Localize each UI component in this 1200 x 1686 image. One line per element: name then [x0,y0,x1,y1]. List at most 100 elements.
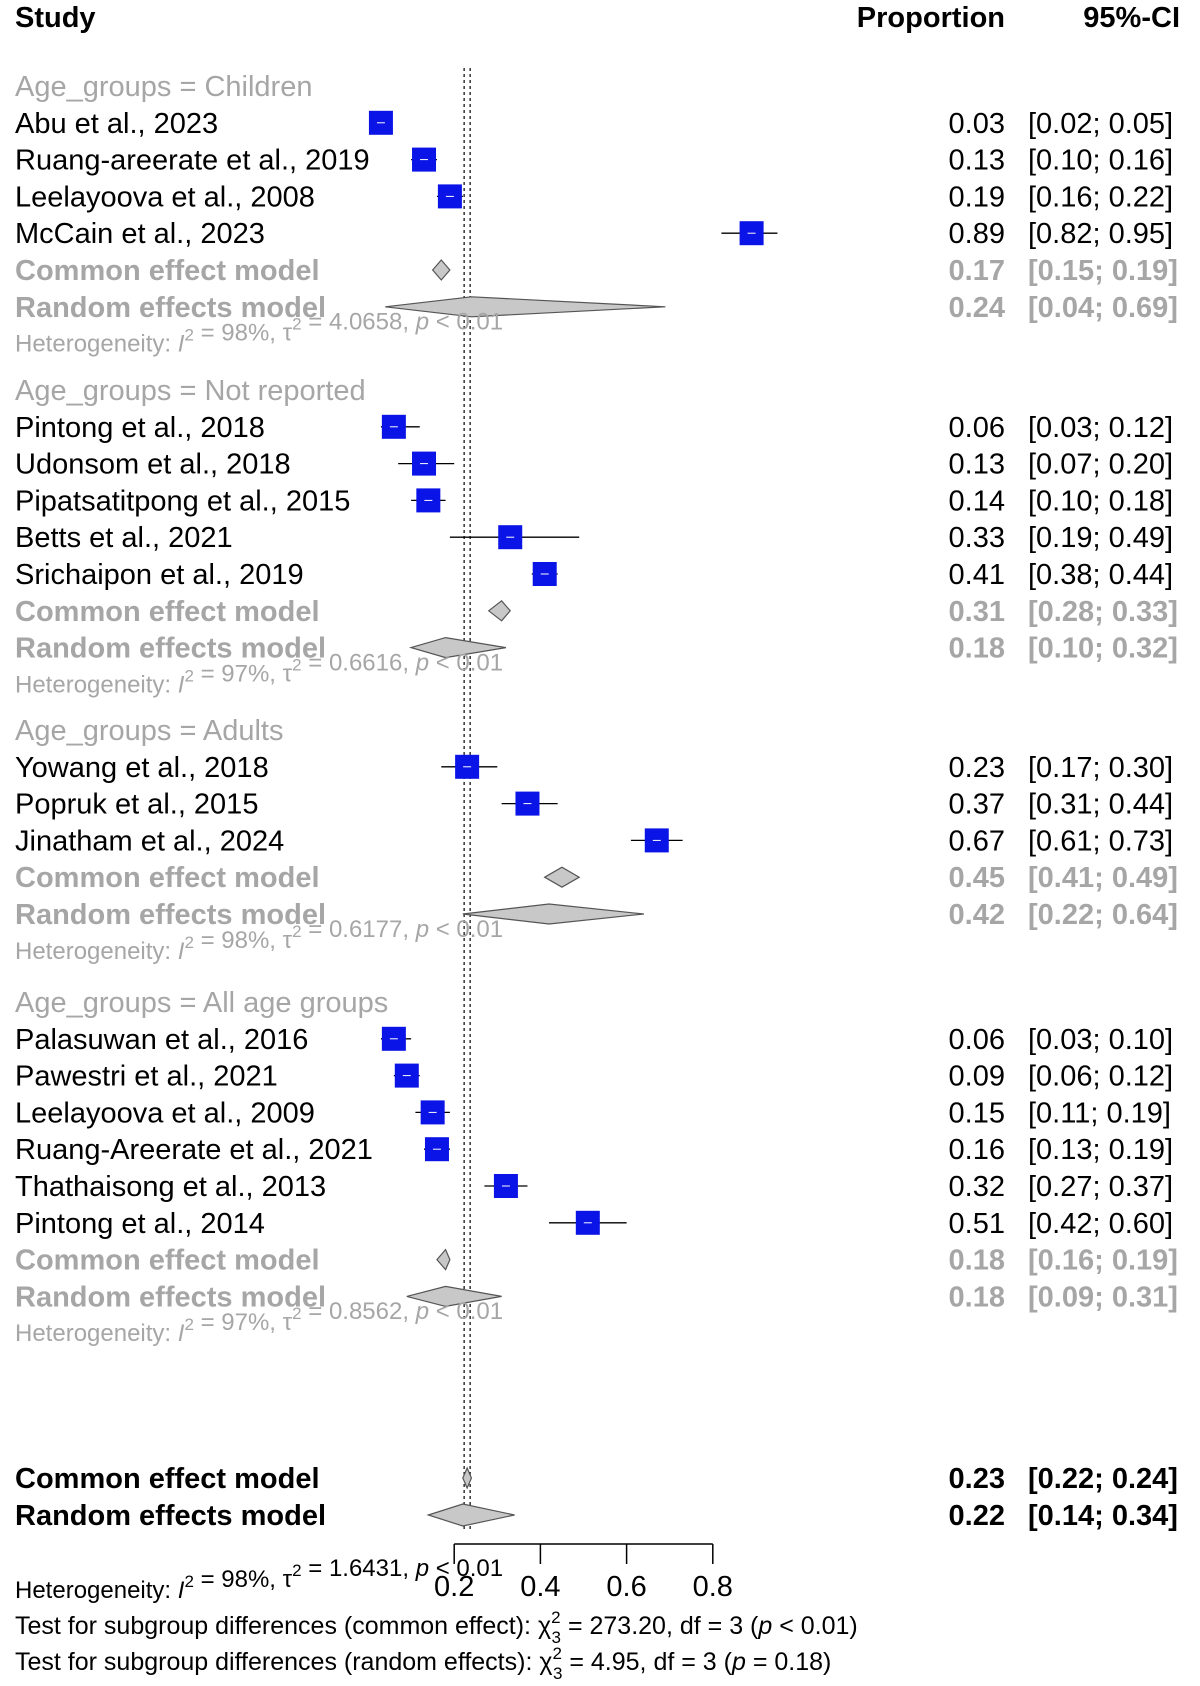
study-row: Srichaipon et al., 2019 0.41 [0.38; 0.44] [15,559,1173,591]
overall-random-diamond [426,1503,515,1527]
study-proportion: 0.37 [949,789,1005,821]
study-row: Ruang-areerate et al., 2019 0.13 [0.10; 0.… [15,145,1173,177]
study-name: Thathaisong et al., 2013 [15,1171,326,1203]
study-name: Abu et al., 2023 [15,108,218,140]
study-name: Betts et al., 2021 [15,522,233,554]
study-proportion: 0.16 [949,1134,1005,1166]
study-row: Pipatsatitpong et al., 2015 0.14 [0.10; 0.… [15,485,1173,517]
study-ci: [0.07; 0.20] [1028,449,1173,481]
study-row: Ruang-Areerate et al., 2021 0.16 [0.13; 0.… [15,1134,1173,1166]
study-name: Srichaipon et al., 2019 [15,559,304,591]
footer-tests: Heterogeneity: I2 = 98%, τ2 = 1.6431, p … [15,1555,858,1683]
study-name: Pawestri et al., 2021 [15,1061,278,1093]
random-effects-diamond [462,903,644,925]
header-study: Study [15,2,96,34]
subgroup-test: Test for subgroup differences (random ef… [15,1644,831,1683]
random-effects-proportion: 0.42 [949,899,1005,931]
random-effects-label: Random effects model [15,1281,326,1313]
study-ci: [0.17; 0.30] [1028,752,1173,784]
study-proportion: 0.06 [949,1024,1005,1056]
random-effects-ci: [0.10; 0.32] [1028,633,1178,665]
common-effect-diamond [543,866,581,888]
study-ci: [0.42; 0.60] [1028,1208,1173,1240]
common-effect-diamond [431,259,451,281]
subgroup-heterogeneity: Heterogeneity: I2 = 98%, τ2 = 4.0658, p … [15,309,503,358]
common-effect-diamond [436,1248,451,1271]
study-proportion: 0.51 [949,1208,1005,1240]
random-effects-diamond [385,296,666,318]
common-effect-label: Common effect model [15,862,320,894]
study-ci: [0.38; 0.44] [1028,559,1173,591]
study-row: Udonsom et al., 2018 0.13 [0.07; 0.20] [15,449,1173,481]
study-ci: [0.03; 0.10] [1028,1024,1173,1056]
common-effect-proportion: 0.18 [949,1245,1005,1277]
study-name: Yowang et al., 2018 [15,752,269,784]
random-effects-label: Random effects model [15,633,326,665]
common-effect-diamond [487,599,512,622]
study-name: Leelayoova et al., 2008 [15,181,315,213]
study-ci: [0.19; 0.49] [1028,522,1173,554]
study-row: Leelayoova et al., 2008 0.19 [0.16; 0.22] [15,181,1173,213]
study-name: Palasuwan et al., 2016 [15,1024,308,1056]
study-row: Thathaisong et al., 2013 0.32 [0.27; 0.37] [15,1171,1173,1203]
header-ci: 95%-CI [1083,2,1180,34]
overall-random-ci: [0.14; 0.34] [1028,1500,1178,1532]
common-effect-ci: [0.15; 0.19] [1028,255,1178,287]
subgroup-3: Age_groups = Adults Yowang et al., 2018 0.… [15,715,1178,965]
overall-common-label: Common effect model [15,1463,320,1495]
common-effect-proportion: 0.31 [949,596,1005,628]
x-axis: 0.2 0.4 0.6 0.8 [434,1543,733,1603]
forest-rows: Age_groups = Children Abu et al., 2023 0.0… [15,71,1178,1532]
random-effects-proportion: 0.24 [949,292,1005,324]
random-effects-label: Random effects model [15,899,326,931]
common-effect-ci: [0.41; 0.49] [1028,862,1178,894]
subgroup-random-row: Random effects model 0.24 [0.04; 0.69] [15,292,1178,324]
overall-heterogeneity: Heterogeneity: I2 = 98%, τ2 = 1.6431, p … [15,1555,503,1604]
study-name: Udonsom et al., 2018 [15,449,291,481]
study-ci: [0.13; 0.19] [1028,1134,1173,1166]
subgroup-random-row: Random effects model 0.18 [0.10; 0.32] [15,633,1178,665]
random-effects-diamond [406,1285,502,1308]
study-row: McCain et al., 2023 0.89 [0.82; 0.95] [15,218,1173,250]
study-row: Pintong et al., 2018 0.06 [0.03; 0.12] [15,412,1173,444]
study-ci: [0.27; 0.37] [1028,1171,1173,1203]
study-ci: [0.82; 0.95] [1028,218,1173,250]
study-ci: [0.10; 0.16] [1028,145,1173,177]
subgroup-test: Test for subgroup differences (common ef… [15,1608,858,1647]
study-name: Leelayoova et al., 2009 [15,1097,315,1129]
x-tick-label: 0.6 [606,1571,646,1603]
subgroup-common-row: Common effect model 0.17 [0.15; 0.19] [15,255,1178,287]
header-proportion: Proportion [857,2,1005,34]
study-name: Pintong et al., 2018 [15,412,265,444]
column-headers: Study Proportion 95%-CI [15,2,1180,34]
study-ci: [0.11; 0.19] [1028,1097,1171,1129]
study-name: Pintong et al., 2014 [15,1208,265,1240]
subgroup-label: Age_groups = Children [15,71,312,103]
study-row: Abu et al., 2023 0.03 [0.02; 0.05] [15,108,1173,140]
overall-random-label: Random effects model [15,1500,326,1532]
random-effects-label: Random effects model [15,292,326,324]
subgroup-random-row: Random effects model 0.42 [0.22; 0.64] [15,899,1178,931]
random-effects-ci: [0.22; 0.64] [1028,899,1178,931]
random-effects-ci: [0.04; 0.69] [1028,292,1178,324]
study-proportion: 0.33 [949,522,1005,554]
study-proportion: 0.13 [949,449,1005,481]
subgroup-random-row: Random effects model 0.18 [0.09; 0.31] [15,1281,1178,1313]
random-effects-ci: [0.09; 0.31] [1028,1281,1178,1313]
subgroup-heterogeneity: Heterogeneity: I2 = 97%, τ2 = 0.8562, p … [15,1298,503,1347]
common-effect-label: Common effect model [15,255,320,287]
study-name: Jinatham et al., 2024 [15,825,284,857]
study-row: Pawestri et al., 2021 0.09 [0.06; 0.12] [15,1061,1173,1093]
study-ci: [0.10; 0.18] [1028,485,1173,517]
common-effect-label: Common effect model [15,1245,320,1277]
study-name: McCain et al., 2023 [15,218,265,250]
study-proportion: 0.14 [949,485,1005,517]
study-ci: [0.31; 0.44] [1028,789,1173,821]
random-effects-diamond [408,636,507,659]
study-proportion: 0.32 [949,1171,1005,1203]
subgroup-1: Age_groups = Children Abu et al., 2023 0.0… [15,71,1178,358]
reference-lines [463,68,471,1530]
subgroup-common-row: Common effect model 0.18 [0.16; 0.19] [15,1245,1178,1277]
common-effect-proportion: 0.17 [949,255,1005,287]
x-tick-label: 0.8 [693,1571,733,1603]
